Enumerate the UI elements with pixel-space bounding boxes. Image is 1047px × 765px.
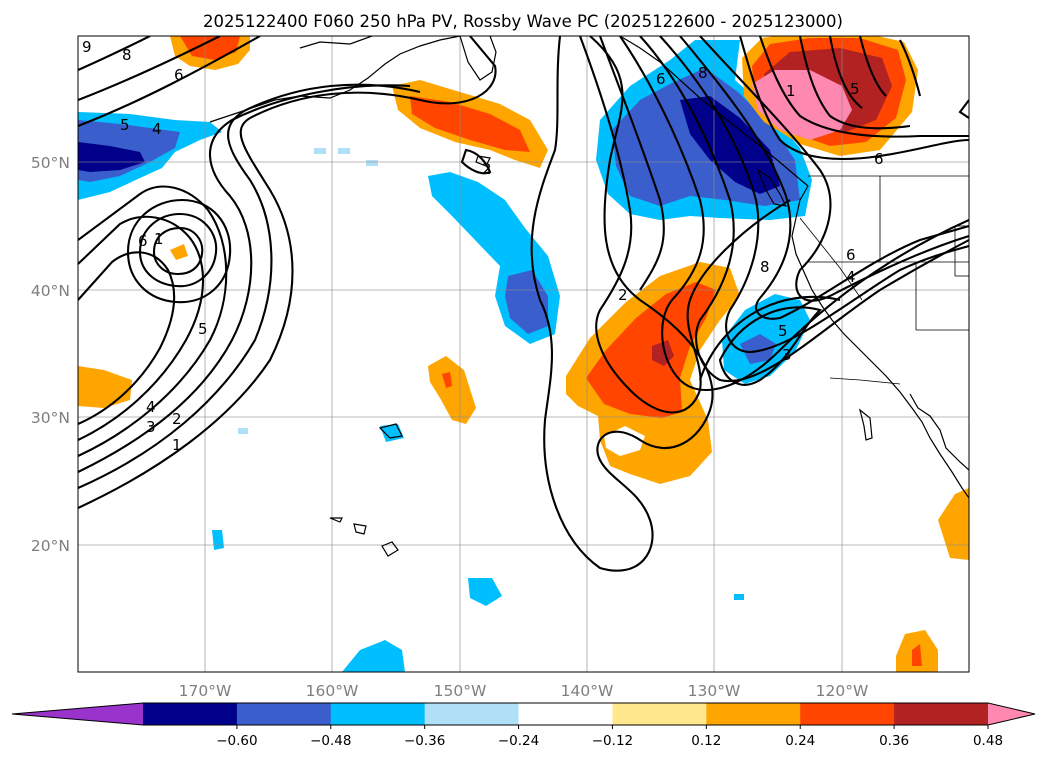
shading-west-positive-2 [170, 244, 188, 260]
shading-central-negative-core [505, 270, 548, 334]
colorbar-tick-label: −0.48 [310, 733, 351, 749]
contour-labels: 9 8 6 5 4 6 1 5 4 3 2 1 2 8 6 1 5 6 2 8 … [82, 38, 884, 454]
shading-tiny-negative-2 [238, 148, 378, 434]
lat-label: 50°N [31, 154, 70, 172]
shading-small-negative-2 [468, 578, 502, 606]
contour-label: 1 [172, 436, 182, 454]
contour-label: 4 [846, 268, 856, 286]
contour-label: 1 [786, 82, 796, 100]
shading-west-positive [78, 366, 132, 408]
shading-top-positive-core [180, 36, 240, 60]
contour-label: 4 [152, 120, 162, 138]
shading-se-positive-2-core [912, 644, 922, 666]
shading-small-negative-1 [212, 530, 224, 550]
contour-label: 3 [146, 418, 156, 436]
colorbar-tick-label: −0.36 [404, 733, 445, 749]
lon-label: 130°W [688, 682, 741, 700]
colorbar-outline [11, 702, 1036, 726]
colorbar-tick-label: 0.48 [973, 733, 1003, 749]
contour-label: 5 [198, 320, 208, 338]
shading-nw-negative-core [78, 142, 145, 172]
shading-trough-positive-mid [586, 282, 716, 418]
pv-contours [78, 36, 969, 572]
lon-label: 160°W [306, 682, 359, 700]
shading-cutoff-negative-core [740, 334, 776, 364]
colorbar-tick-label: −0.24 [498, 733, 539, 749]
lon-label: 170°W [179, 682, 232, 700]
contour-label: 6 [846, 246, 856, 264]
shading-tiny-negative [734, 594, 744, 600]
colorbar-segment [424, 703, 520, 725]
colorbar-extend-max [988, 703, 1035, 725]
contour-label: 6 [138, 232, 148, 250]
contour-label: 5 [850, 80, 860, 98]
map-area: 9 8 6 5 4 6 1 5 4 3 2 1 2 8 6 1 5 6 2 8 … [78, 36, 969, 672]
colorbar-segment [612, 703, 707, 725]
shading-mid-positive-core [410, 96, 530, 152]
figure-title: 2025122400 F060 250 hPa PV, Rossby Wave … [203, 12, 843, 31]
colorbar-segment [236, 703, 332, 725]
colorbar: −0.60 −0.48 −0.36 −0.24 −0.12 0.12 0.24 0.36 0.4… [11, 702, 1036, 749]
contour-label: 4 [146, 398, 156, 416]
colorbar-segment [706, 703, 801, 725]
colorbar-segment [330, 703, 426, 725]
shading-trough-positive-core [652, 340, 674, 366]
borders [799, 175, 969, 385]
contour-label: 2 [172, 410, 182, 428]
shading-south-negative [342, 640, 405, 672]
contour-label: 8 [698, 64, 708, 82]
colorbar-extend-min [12, 703, 143, 725]
contour-label: 5 [120, 116, 130, 134]
shading-coast-negative-core [680, 96, 780, 194]
lat-labels: 50°N 40°N 30°N 20°N [31, 154, 70, 555]
contour-label: 2 [618, 286, 628, 304]
colorbar-segment [894, 703, 989, 725]
lat-label: 40°N [31, 282, 70, 300]
pv-shading [78, 36, 969, 672]
lat-label: 20°N [31, 537, 70, 555]
colorbar-tick-label: −0.60 [216, 733, 257, 749]
lon-label: 140°W [561, 682, 614, 700]
colorbar-segment [800, 703, 895, 725]
shading-ne-positive-core [752, 70, 852, 140]
contour-label: 6 [174, 66, 184, 84]
shading-small-positive-core [442, 372, 452, 388]
lon-label: 150°W [434, 682, 487, 700]
contour-label: 8 [760, 258, 770, 276]
contour-label: 8 [122, 46, 132, 64]
colorbar-tick-label: −0.12 [592, 733, 633, 749]
colorbar-segment [143, 703, 238, 725]
contour-label: 2 [482, 160, 492, 178]
map-frame [77, 35, 970, 673]
shading-small-positive [428, 356, 476, 424]
colorbar-tick-label: 0.36 [879, 733, 909, 749]
colorbar-tick-label: 0.24 [785, 733, 815, 749]
contour-label: 5 [778, 322, 788, 340]
lon-label: 120°W [816, 682, 869, 700]
shading-se-positive [938, 488, 969, 560]
shading-trough-hole [604, 426, 645, 456]
contour-label: 1 [154, 230, 164, 248]
gridlines [78, 36, 969, 672]
lat-label: 30°N [31, 409, 70, 427]
contour-label: 6 [874, 150, 884, 168]
contour-label: 3 [782, 346, 792, 364]
lon-labels: 170°W 160°W 150°W 140°W 130°W 120°W [179, 682, 869, 700]
contour-label: 9 [82, 38, 92, 56]
contour-label: 6 [656, 70, 666, 88]
colorbar-segment [518, 703, 613, 725]
colorbar-tick-label: 0.12 [691, 733, 721, 749]
